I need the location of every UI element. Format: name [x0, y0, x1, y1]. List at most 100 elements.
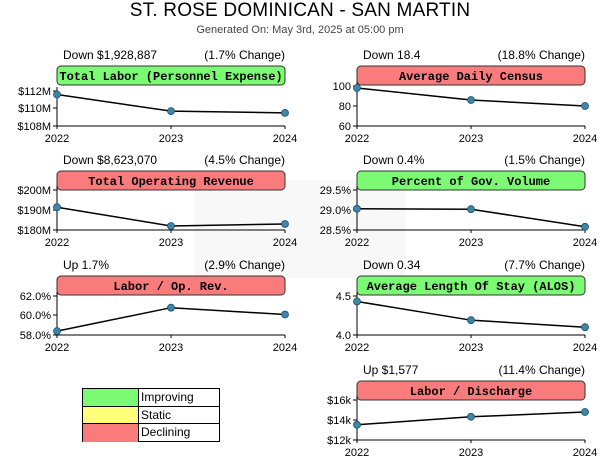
chart-panel-5: Up 1.7% (2.9% Change) Labor / Op. Rev. 62.0…	[20, 258, 297, 354]
x-tick-label: 2023	[459, 133, 483, 145]
y-tick-label: 80	[339, 101, 351, 113]
y-tick-label: 29.0%	[320, 205, 351, 217]
y-tick-label: $200M	[17, 185, 51, 197]
data-point	[167, 107, 175, 116]
data-point	[581, 408, 589, 416]
metric-title-box	[356, 65, 586, 86]
percent-change-label: (18.8% Change)	[498, 48, 585, 62]
metric-title-box	[56, 275, 286, 296]
y-tick-label: $180M	[17, 225, 51, 237]
legend-label-static: Static	[141, 408, 172, 422]
legend-item-static: Static	[83, 406, 219, 424]
legend-label-improving: Improving	[141, 390, 194, 404]
percent-change-label: (4.5% Change)	[204, 153, 285, 167]
metric-title: Average Daily Census	[399, 70, 543, 84]
percent-change-label: (11.4% Change)	[499, 363, 586, 377]
legend-item-declining: Declining	[83, 423, 219, 442]
change-label: Down 0.34	[363, 258, 421, 272]
chart-panel-7: Up $1,577 (11.4% Change) Labor / Discharge…	[327, 363, 597, 459]
x-tick-label: 2024	[573, 237, 597, 249]
y-tick-label: 100	[333, 81, 351, 93]
metric-title: Percent of Gov. Volume	[392, 175, 550, 189]
data-point	[581, 323, 589, 332]
legend-item-improving: Improving	[83, 389, 219, 406]
x-tick-label: 2022	[45, 342, 69, 354]
x-tick-label: 2023	[159, 342, 183, 354]
chart-panel-1: Down $1,928,887 (1.7% Change) Total Labor …	[17, 48, 297, 145]
metric-title-box	[56, 65, 286, 86]
change-label: Up 1.7%	[63, 258, 109, 272]
watermark-logo	[194, 180, 406, 278]
data-point	[281, 108, 289, 117]
y-tick-label: $110M	[18, 103, 51, 115]
legend-swatch-static	[83, 407, 139, 424]
metric-title-box	[356, 170, 586, 191]
percent-change-label: (1.5% Change)	[504, 153, 585, 167]
generated-timestamp: Generated On: May 3rd, 2025 at 05:00 pm	[196, 24, 404, 36]
x-tick-label: 2023	[459, 342, 483, 354]
x-tick-label: 2024	[573, 447, 597, 459]
y-tick-label: $12k	[327, 435, 351, 447]
data-point	[53, 90, 61, 99]
data-point	[467, 316, 475, 325]
y-tick-label: $112M	[18, 86, 51, 98]
data-point	[167, 222, 175, 230]
y-tick-label: 60	[339, 121, 351, 133]
chart-panel-6: Down 0.34 (7.7% Change) Average Length Of …	[336, 258, 598, 354]
data-point	[353, 204, 361, 213]
y-tick-label: 4.5	[336, 291, 351, 303]
y-tick-label: $190M	[17, 205, 51, 217]
legend-swatch-declining	[83, 424, 139, 442]
data-point	[53, 203, 61, 212]
legend-swatch-improving	[83, 389, 139, 406]
x-tick-label: 2023	[459, 237, 483, 249]
x-tick-label: 2023	[459, 447, 483, 459]
y-tick-label: $16k	[327, 395, 351, 407]
metric-title-box	[56, 170, 286, 191]
percent-change-label: (1.7% Change)	[204, 48, 285, 62]
x-tick-label: 2022	[45, 237, 69, 249]
metric-title: Labor / Op. Rev.	[113, 280, 228, 294]
y-tick-label: 4.0	[336, 330, 351, 342]
x-tick-label: 2022	[345, 237, 369, 249]
y-tick-label: $14k	[327, 415, 351, 427]
x-tick-label: 2022	[345, 342, 369, 354]
data-point	[467, 412, 475, 421]
x-tick-label: 2024	[573, 342, 597, 354]
data-point	[167, 303, 175, 312]
legend-label-declining: Declining	[141, 425, 191, 439]
metric-title-box	[356, 275, 586, 296]
page-title: ST. ROSE DOMINICAN - SAN MARTIN	[129, 0, 471, 21]
y-tick-label: $108M	[17, 121, 51, 133]
change-label: Down 0.4%	[363, 153, 425, 167]
y-tick-label: 60.0%	[20, 310, 51, 322]
y-tick-label: 58.0%	[20, 330, 51, 342]
data-point	[467, 205, 475, 214]
x-tick-label: 2022	[345, 133, 369, 145]
data-point	[467, 96, 475, 104]
change-label: Down 18.4	[363, 48, 421, 62]
data-point	[353, 297, 361, 306]
x-tick-label: 2024	[573, 133, 597, 145]
change-label: Down $8,623,070	[63, 153, 157, 167]
x-tick-label: 2023	[159, 133, 183, 145]
legend: Improving Static Declining	[82, 388, 220, 442]
metric-title-box	[356, 380, 586, 401]
x-tick-label: 2024	[273, 133, 297, 145]
data-point	[581, 222, 589, 231]
data-point	[353, 84, 361, 92]
change-label: Up $1,577	[363, 363, 419, 377]
x-tick-label: 2024	[273, 342, 297, 354]
data-point	[581, 102, 589, 110]
metric-title: Labor / Discharge	[410, 385, 532, 399]
metric-title: Average Length Of Stay (ALOS)	[367, 280, 576, 294]
percent-change-label: (2.9% Change)	[204, 258, 285, 272]
change-label: Down $1,928,887	[63, 48, 157, 62]
chart-panel-4: Down 0.4% (1.5% Change) Percent of Gov. Vo…	[320, 153, 597, 249]
data-point	[281, 220, 289, 228]
percent-change-label: (7.7% Change)	[504, 258, 585, 272]
y-tick-label: 28.5%	[320, 225, 351, 237]
data-point	[281, 310, 289, 319]
y-tick-label: 62.0%	[20, 291, 51, 303]
x-tick-label: 2024	[273, 237, 297, 249]
